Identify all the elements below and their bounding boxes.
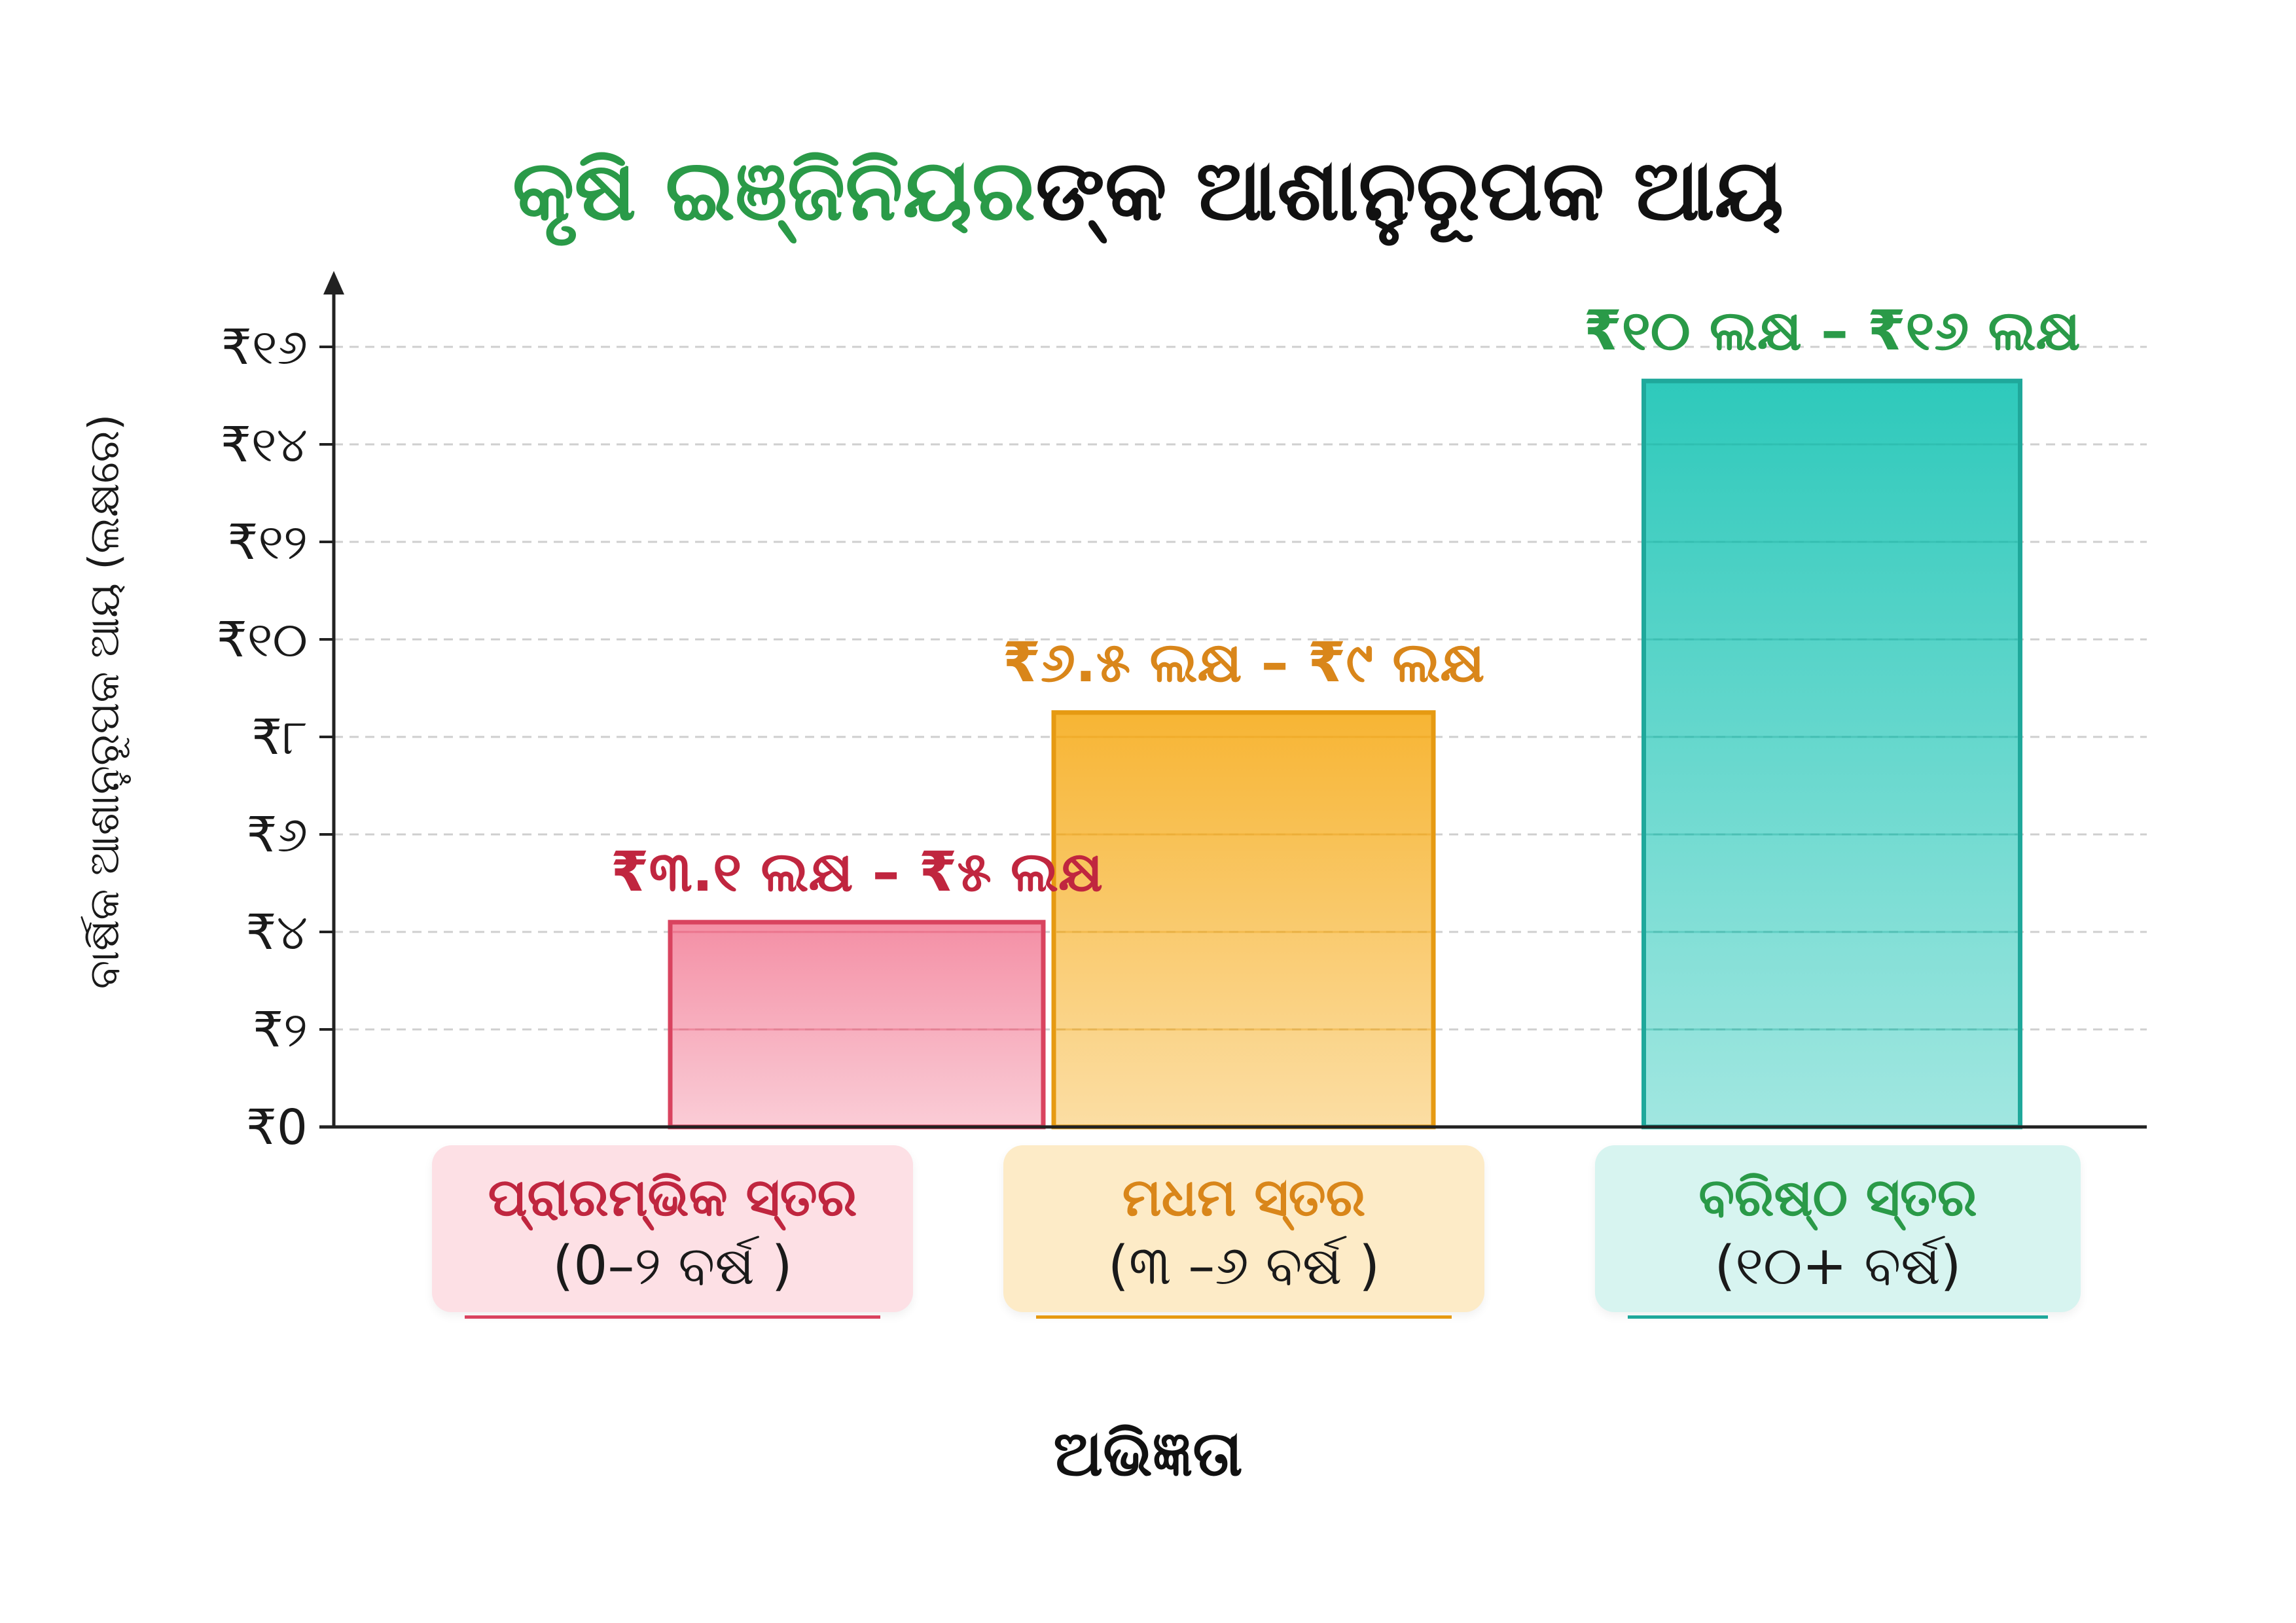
bars	[668, 378, 2022, 1130]
category-range: (0–୨ ବର୍ଷ )	[552, 1235, 793, 1297]
bar	[1641, 378, 2022, 1130]
chart-title-rest: ଙ୍କ ଆଶାନୁରୂପକ ଆୟ	[1035, 142, 1784, 240]
category-underline	[1628, 1315, 2048, 1319]
category-range: (୧୦+ ବର୍ଷ)	[1714, 1235, 1962, 1297]
bar-data-label: ₹୧୦ ଲକ୍ଷ – ₹୧୬ ଲକ୍ଷ	[1584, 298, 2081, 363]
category-box: ପ୍ରାରମ୍ଭିକ ସ୍ତର (0–୨ ବର୍ଷ )	[432, 1145, 913, 1312]
bar	[668, 919, 1046, 1130]
y-tick-label: ₹୪	[245, 904, 308, 961]
category-name: ବରିଷ୍ଠ ସ୍ତର	[1698, 1167, 1977, 1228]
chart-title: କୃଷି ଇଞ୍ଜିନିୟରଙ୍କ ଆଶାନୁରୂପକ ଆୟ	[0, 141, 2296, 241]
chart-title-highlight: କୃଷି ଇଞ୍ଜିନିୟର	[512, 142, 1036, 240]
bar-data-label: ₹୬.୫ ଲକ୍ଷ – ₹୯ ଲକ୍ଷ	[1003, 630, 1485, 694]
y-tick-label: ₹୨	[253, 1002, 308, 1058]
y-axis-label: ବାର୍ଷିକ ଆଶାନୁରୂପକ ଆୟ (ଲକ୍ଷରେ)	[81, 414, 129, 990]
category-box: ବରିଷ୍ଠ ସ୍ତର (୧୦+ ବର୍ଷ)	[1595, 1145, 2081, 1312]
y-axis-arrow	[323, 271, 344, 294]
y-tick-label: ₹0	[246, 1099, 308, 1156]
axes	[319, 271, 2147, 1129]
y-tick-label: ₹୮	[251, 709, 308, 766]
bar	[1051, 710, 1436, 1130]
y-tick-label: ₹୧୨	[228, 514, 308, 571]
category-name: ପ୍ରାରମ୍ଭିକ ସ୍ତର	[488, 1167, 857, 1228]
y-tick-label: ₹୧୬	[221, 319, 308, 376]
bar-data-label: ₹୩.୧ ଲକ୍ଷ – ₹୫ ଲକ୍ଷ	[611, 840, 1103, 904]
y-tick-label: ₹୧୪	[221, 417, 308, 473]
y-tick-label: ₹୧୦	[217, 612, 308, 668]
y-tick-label: ₹୬	[246, 807, 308, 863]
category-underline	[465, 1315, 880, 1319]
x-axis-label: ଅଭିଜ୍ଞତା	[1053, 1417, 1243, 1490]
category-underline	[1036, 1315, 1452, 1319]
category-box: ମଧମ ସ୍ତର (୩ –୬ ବର୍ଷ )	[1003, 1145, 1484, 1312]
category-name: ମଧମ ସ୍ତର	[1122, 1167, 1366, 1228]
labels: ₹0 ₹୨ ₹୪ ₹୬ ₹୮ ₹୧୦ ₹୧୨ ₹୧୪ ₹୧୬ ₹୩.୧ ଲକ୍ଷ – ₹୫ ଲକ୍…	[217, 298, 2081, 1156]
category-range: (୩ –୬ ବର୍ଷ )	[1107, 1235, 1380, 1297]
